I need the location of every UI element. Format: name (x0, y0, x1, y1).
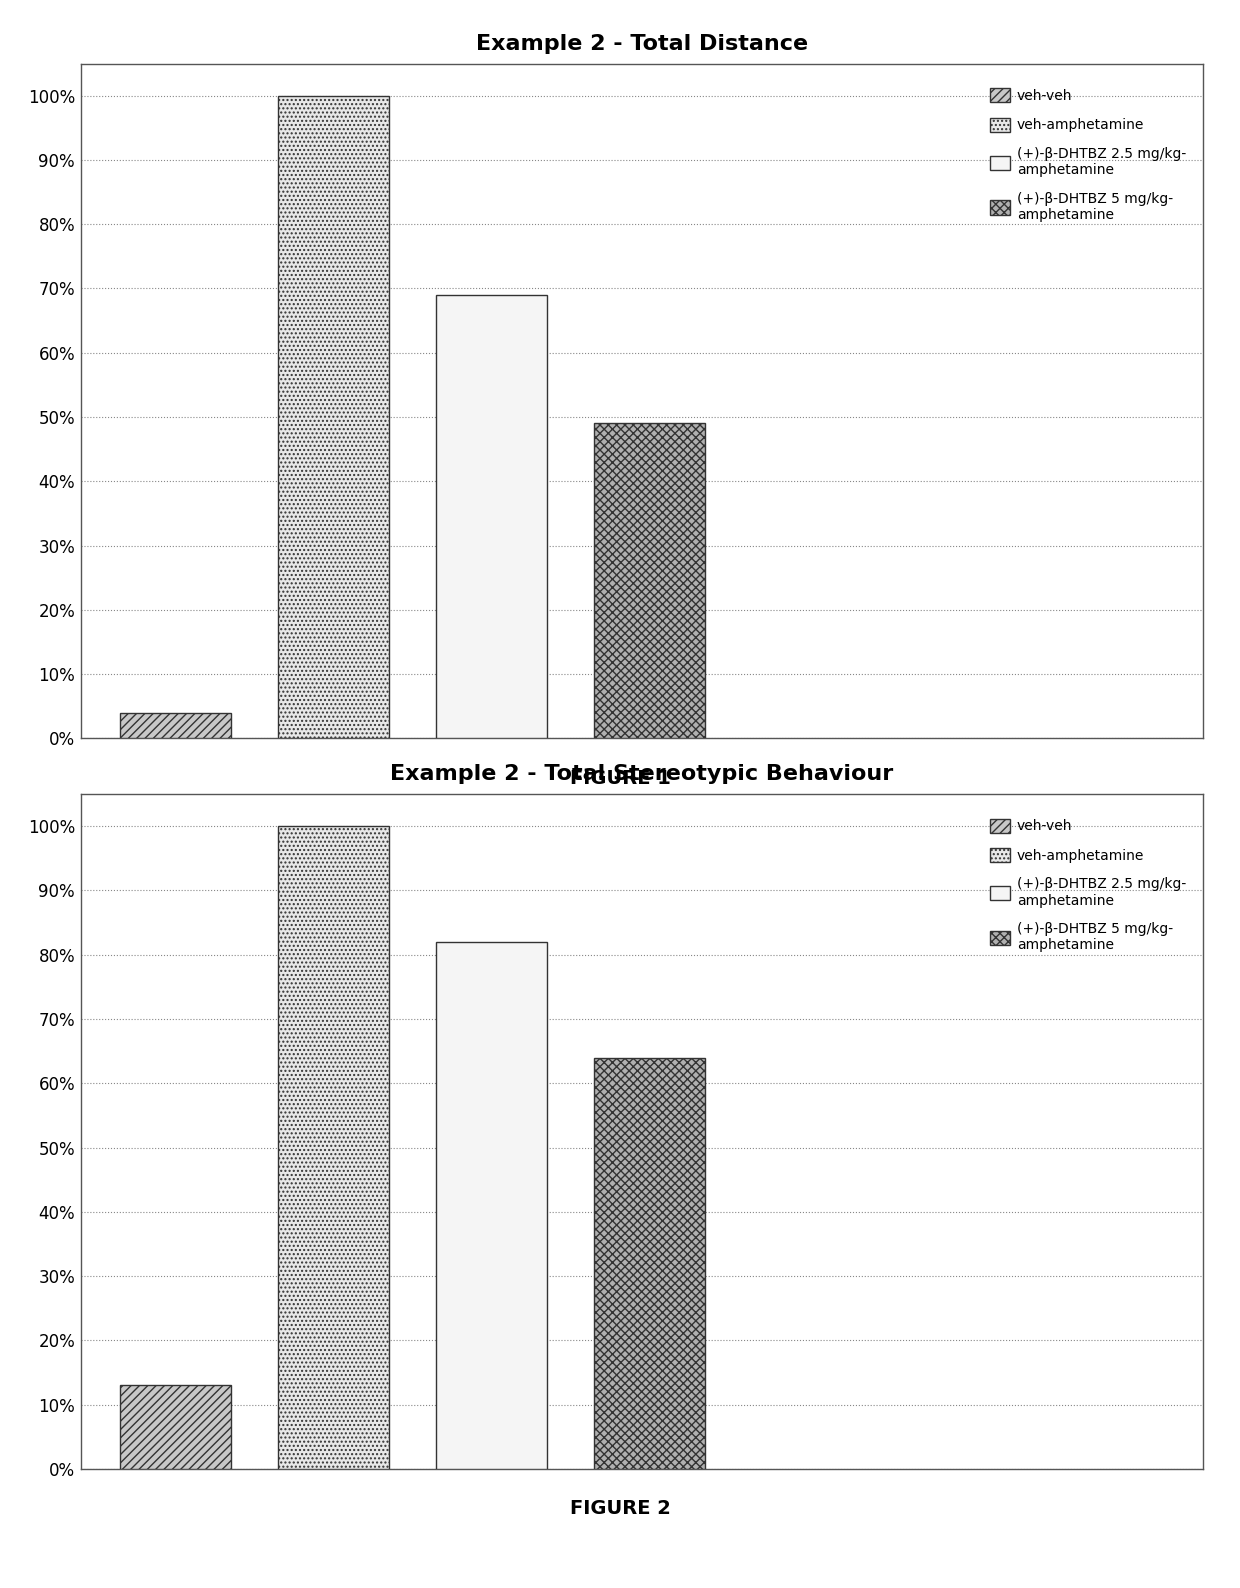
Bar (120, 713, 231, 738)
Text: FIGURE 1: FIGURE 1 (569, 769, 671, 788)
Bar (594, 1058, 704, 1469)
Bar (594, 424, 704, 738)
Bar (278, 826, 389, 1469)
Bar (120, 1385, 231, 1469)
Title: Example 2 - Total Stereotypic Behaviour: Example 2 - Total Stereotypic Behaviour (391, 764, 893, 784)
Bar (436, 295, 547, 738)
Legend: veh-veh, veh-amphetamine, (+)-β-DHTBZ 2.5 mg/kg-
amphetamine, (+)-β-DHTBZ 5 mg/k: veh-veh, veh-amphetamine, (+)-β-DHTBZ 2.… (986, 84, 1190, 225)
Bar (278, 95, 389, 738)
Title: Example 2 - Total Distance: Example 2 - Total Distance (476, 33, 807, 54)
Legend: veh-veh, veh-amphetamine, (+)-β-DHTBZ 2.5 mg/kg-
amphetamine, (+)-β-DHTBZ 5 mg/k: veh-veh, veh-amphetamine, (+)-β-DHTBZ 2.… (986, 815, 1190, 956)
Text: FIGURE 2: FIGURE 2 (569, 1499, 671, 1518)
Bar (436, 942, 547, 1469)
